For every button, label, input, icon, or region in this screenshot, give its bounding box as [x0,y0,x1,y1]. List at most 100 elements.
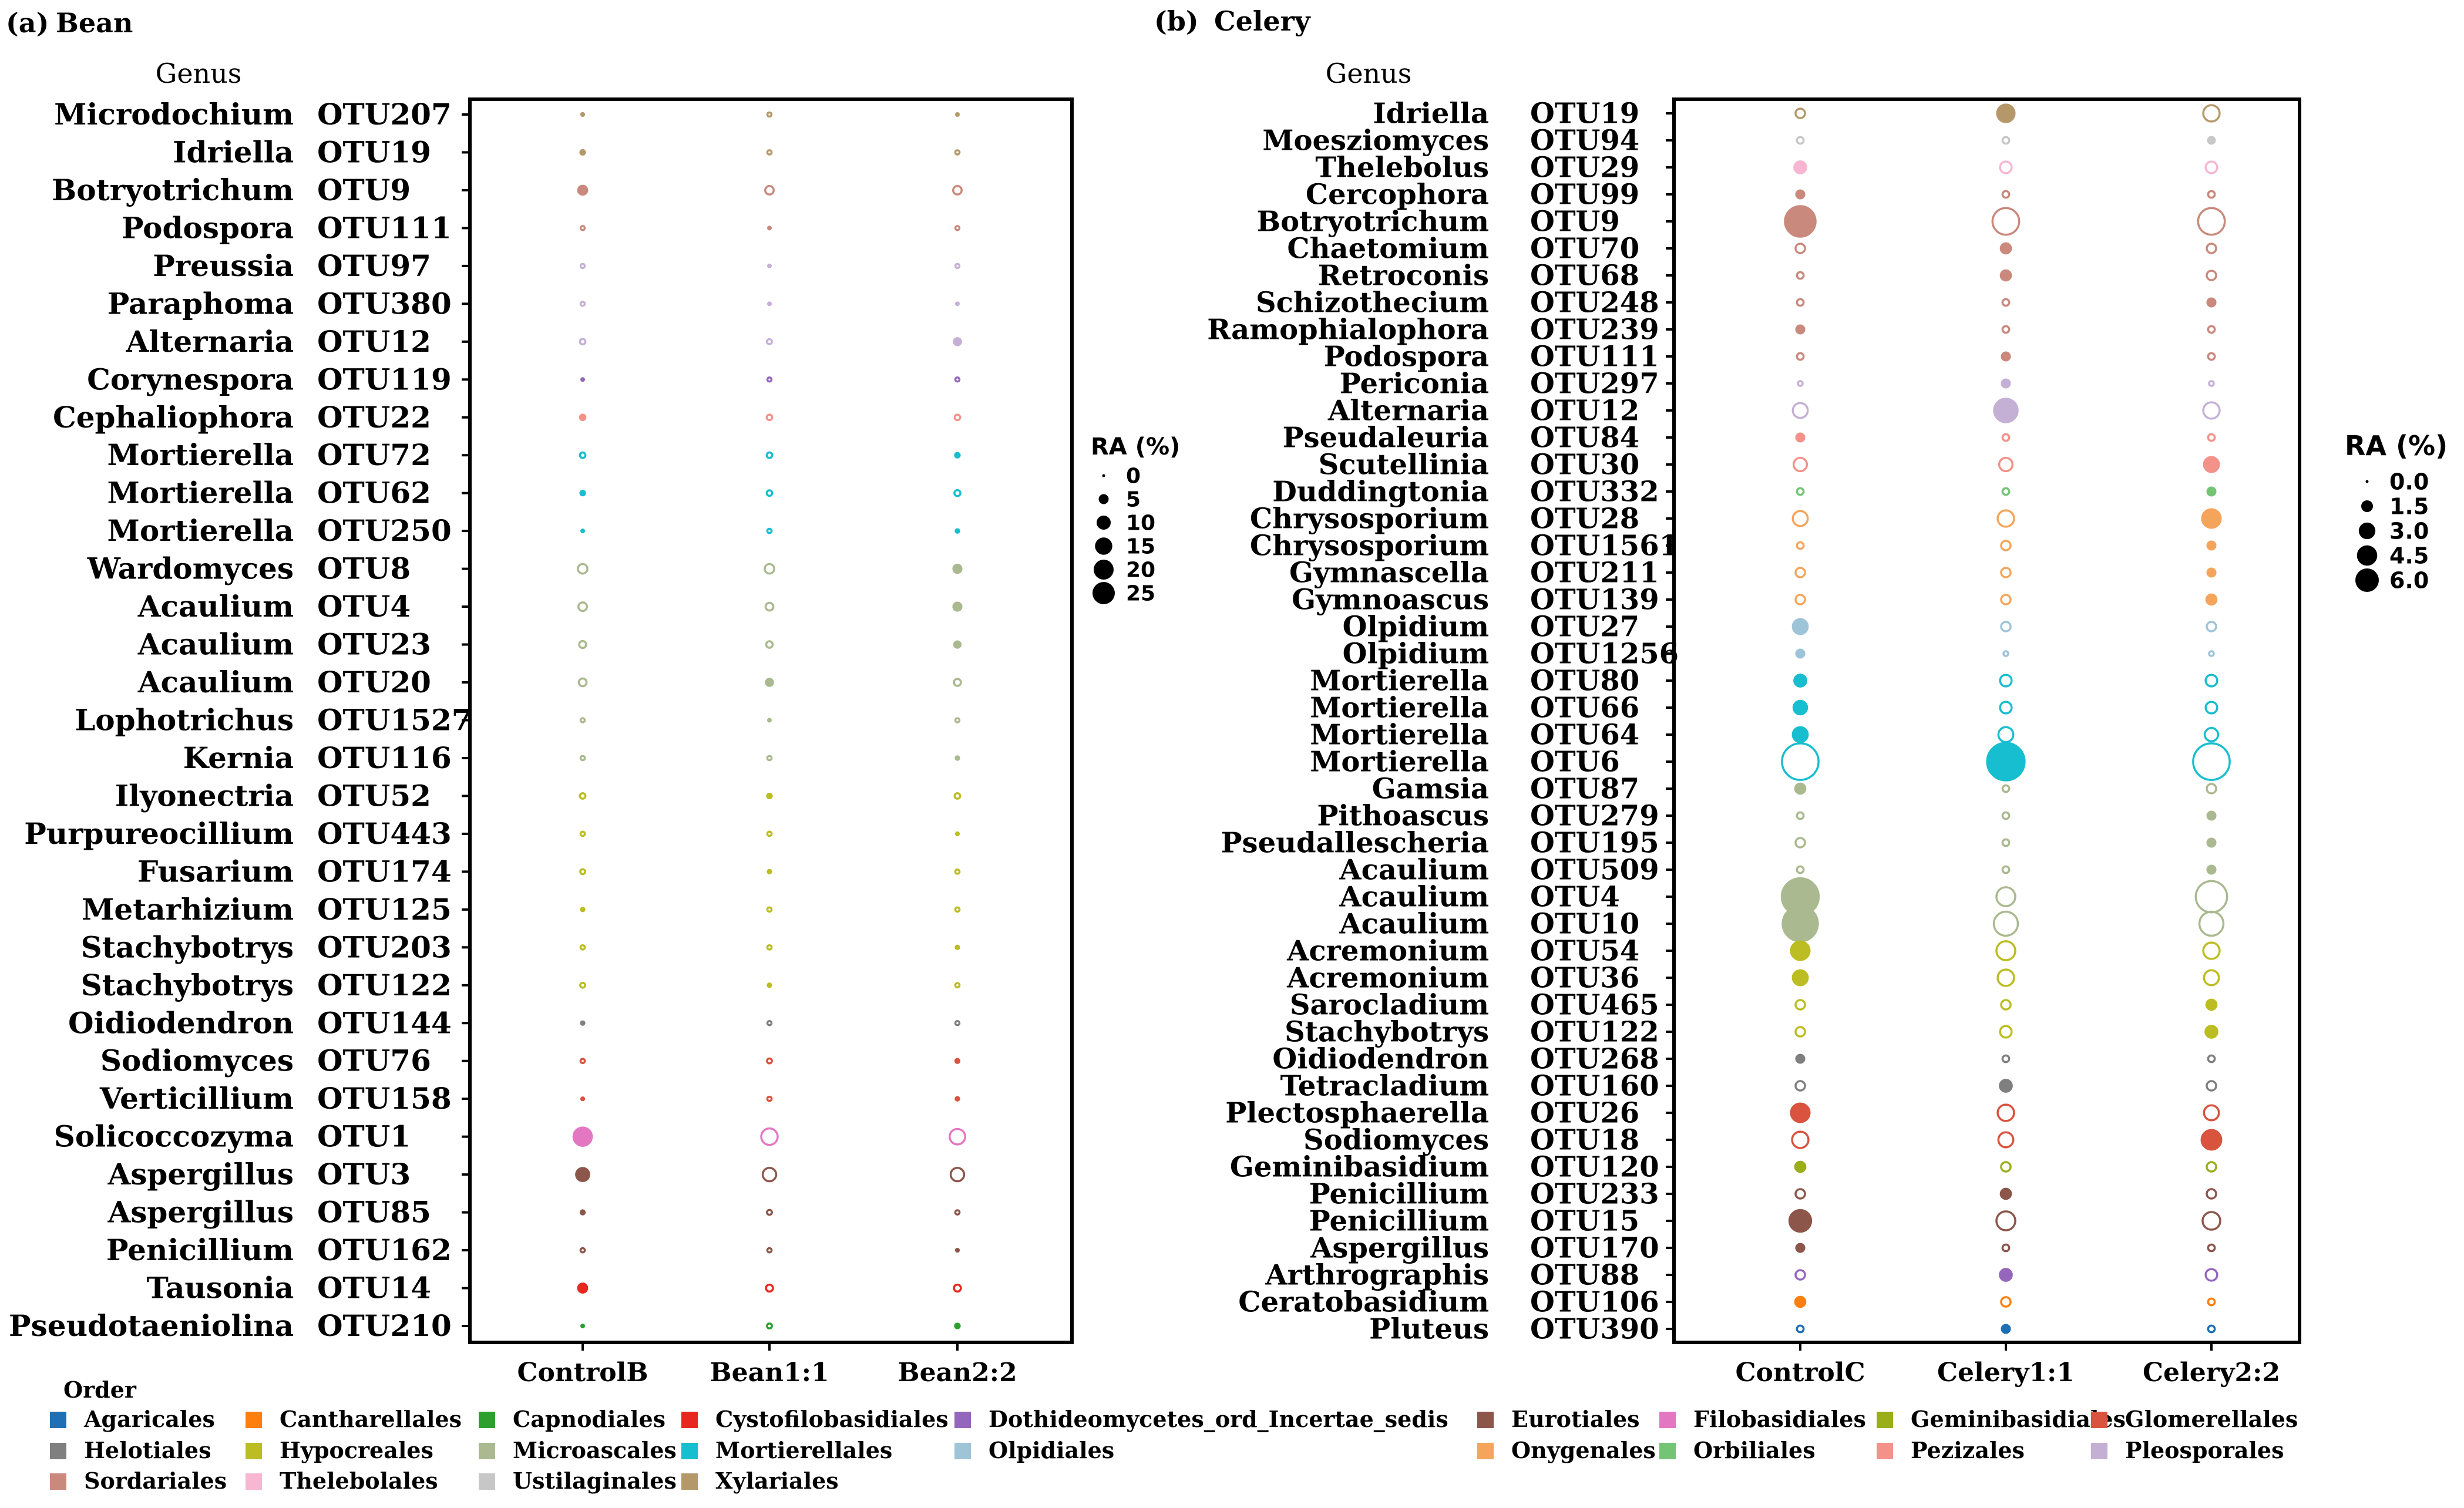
panel-b-size-legend: RA (%) 0.01.53.04.56.0 [2345,430,2448,593]
data-point [954,717,961,723]
data-point [2205,593,2218,606]
data-point [577,601,588,612]
order-legend-swatch [681,1412,698,1428]
data-point [953,792,962,800]
x-tick-label: Bean2:2 [897,1358,1017,1388]
order-legend-label: Helotiales [84,1437,211,1463]
order-legend-title: Order [63,1376,137,1403]
row-otu-label: OTU116 [317,740,452,775]
data-point [2205,998,2218,1011]
data-point [765,678,774,687]
panel-b-points [1780,103,2231,1334]
data-point [765,640,774,649]
order-legend-label: Microascales [513,1437,677,1463]
row-otu-label: OTU4 [317,589,411,624]
data-point [1996,103,2016,123]
order-legend-swatch [50,1412,66,1428]
data-point [766,755,773,762]
data-point [579,717,586,723]
row-genus-label: Podospora [122,210,294,245]
row-genus-label: Sodiomyces [1303,1123,1489,1156]
row-otu-label: OTU19 [1530,97,1639,130]
order-legend-swatch [1477,1443,1494,1459]
data-point [1999,674,2013,688]
data-point [955,112,960,117]
row-genus-label: Thelebolus [1315,151,1489,184]
row-genus-label: Idriella [1373,97,1489,130]
row-otu-label: OTU1 [317,1119,411,1154]
row-otu-label: OTU279 [1530,799,1659,832]
data-point [579,338,587,346]
data-point [2207,433,2216,442]
data-point [1781,742,1820,781]
order-legend-label: Olpidiales [989,1437,1114,1463]
data-point [1794,107,1806,119]
data-point [954,149,961,156]
row-genus-label: Mortierella [1310,664,1489,697]
panel-bean: (a) Bean Genus Microdochium OTU207 Idriell… [6,7,1180,1388]
row-genus-label: Olpidium [1343,610,1489,643]
data-point [954,906,961,913]
size-legend-marker [1102,474,1105,477]
row-genus-label: Chrysosporium [1250,529,1489,562]
data-point [1999,242,2012,255]
row-otu-label: OTU19 [317,134,431,169]
row-otu-label: OTU27 [1530,610,1639,643]
row-genus-label: Pithoascus [1317,799,1489,832]
data-point [2001,325,2011,334]
row-genus-label: Botryotrichum [52,173,294,207]
row-otu-label: OTU8 [317,551,411,586]
data-point [952,564,963,574]
order-legend-label: Glomerellales [2125,1406,2298,1432]
row-otu-label: OTU54 [1530,934,1639,967]
row-otu-label: OTU1527 [317,703,472,738]
data-point [579,490,586,497]
data-point [1999,1025,2013,1039]
row-otu-label: OTU84 [1530,421,1639,454]
data-point [1996,1103,2015,1122]
row-genus-label: Ramophialophora [1207,313,1489,346]
row-genus-label: Scutellinia [1319,448,1489,481]
row-genus-label: Tausonia [147,1271,294,1305]
row-genus-label: Acaulium [137,627,294,662]
order-legend-swatch [1477,1412,1494,1428]
panel-a-label: (a) [6,7,49,39]
row-otu-label: OTU210 [317,1308,452,1343]
row-genus-label: Stachybotrys [81,930,294,964]
data-point [2201,508,2222,529]
panel-b-title: Celery [1214,5,1311,37]
row-otu-label: OTU211 [1530,556,1659,589]
order-legend-label: Hypocreales [280,1437,433,1463]
row-genus-label: Pseudotaeniolina [9,1308,294,1343]
data-point [2000,540,2012,551]
data-point [2001,1054,2011,1063]
data-point [1796,487,1805,496]
data-point [2204,1025,2218,1039]
row-otu-label: OTU106 [1530,1285,1659,1318]
data-point [766,111,773,118]
row-genus-label: Periconia [1340,367,1489,400]
data-point [1993,398,2019,423]
data-point [1999,701,2013,715]
row-genus-label: Penicillium [106,1233,294,1267]
order-legend-swatch [2091,1443,2107,1459]
row-otu-label: OTU3 [317,1157,411,1191]
data-point [1999,1268,2013,1282]
row-genus-label: Mortierella [1310,745,1489,778]
data-point [1792,456,1808,473]
data-point [953,337,962,346]
row-genus-label: Ilyonectria [115,778,294,813]
size-legend-marker [1093,582,1115,604]
data-point [953,640,962,649]
row-genus-label: Stachybotrys [1285,1015,1489,1048]
data-point [1796,865,1805,874]
data-point [1796,811,1805,820]
panel-celery: (b) Celery Genus Idriella OTU19 Moesziomyc… [1154,5,2448,1388]
row-genus-label: Kernia [183,740,294,775]
data-point [1796,1324,1805,1334]
data-point [953,413,962,422]
row-otu-label: OTU203 [317,930,452,964]
data-point [579,830,586,837]
data-point [2001,378,2011,389]
data-point [954,944,960,950]
